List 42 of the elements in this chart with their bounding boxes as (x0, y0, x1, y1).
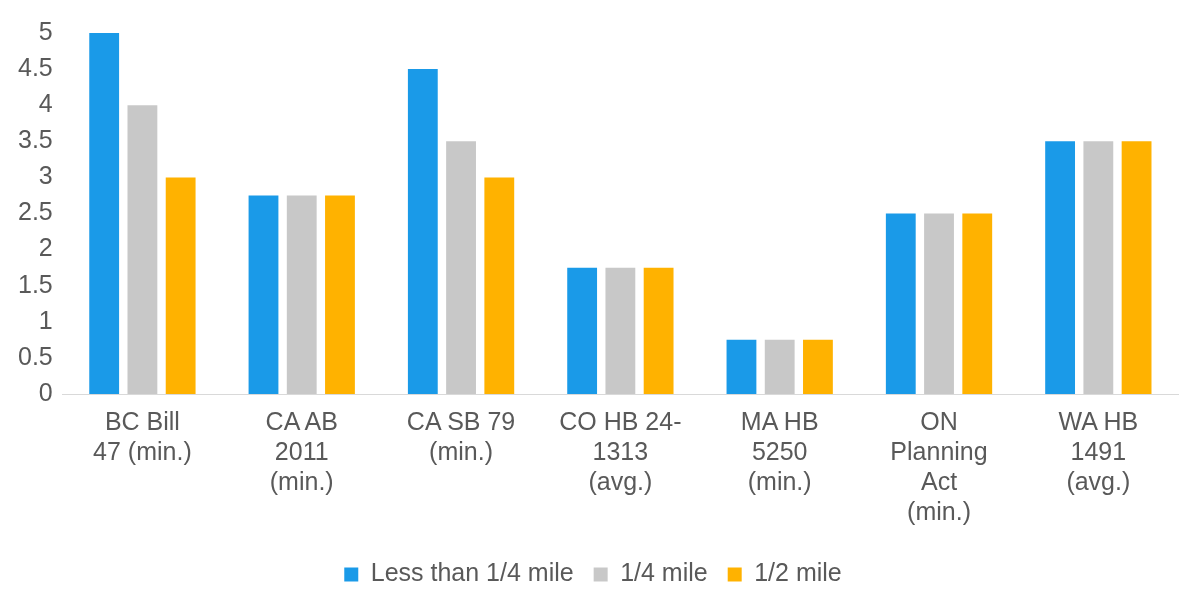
y-tick-label: 5 (38, 16, 53, 45)
y-tick-label: 0.5 (17, 341, 53, 370)
bar (1121, 141, 1152, 394)
bar (1045, 141, 1076, 394)
y-tick-label: 1.5 (17, 269, 53, 298)
y-tick-label: 1 (38, 305, 53, 334)
x-tick-label: CO HB 24-1313 (avg.) (559, 406, 682, 495)
x-tick-label: WA HB 1491 (avg.) (1058, 406, 1139, 495)
y-tick-label: 3.5 (17, 125, 53, 154)
bar (89, 33, 120, 394)
bar (484, 177, 515, 394)
x-tick-label: ON Planning Act (min.) (890, 406, 988, 525)
bar (643, 267, 674, 394)
bar (1083, 141, 1114, 394)
bar (885, 213, 916, 394)
bar (605, 267, 636, 394)
bar (248, 195, 279, 394)
bar (286, 195, 317, 394)
bar (165, 177, 196, 394)
bar (764, 339, 795, 394)
legend-label: Less than 1/4 mile (370, 558, 574, 587)
bar (726, 339, 757, 394)
x-tick-label: CA SB 79 (min.) (406, 406, 516, 465)
x-tick-label: MA HB 5250 (min.) (740, 406, 819, 495)
bar (446, 141, 476, 394)
legend-label: 1/4 mile (620, 558, 708, 587)
y-tick-label: 4 (38, 89, 53, 118)
legend-label: 1/2 mile (754, 558, 842, 587)
bar (127, 105, 158, 394)
bar (407, 69, 438, 394)
bar (962, 213, 993, 394)
x-tick-label: CA AB 2011 (min.) (265, 406, 338, 495)
y-tick-label: 2 (38, 233, 53, 262)
bar (924, 213, 954, 394)
y-tick-label: 3 (38, 161, 53, 190)
bar (567, 267, 598, 394)
x-tick-label: BC Bill 47 (min.) (93, 406, 192, 465)
y-tick-label: 4.5 (17, 52, 53, 81)
bar (325, 195, 355, 394)
y-tick-label: 0 (38, 377, 53, 406)
y-tick-label: 2.5 (17, 197, 53, 226)
bar (803, 339, 833, 394)
